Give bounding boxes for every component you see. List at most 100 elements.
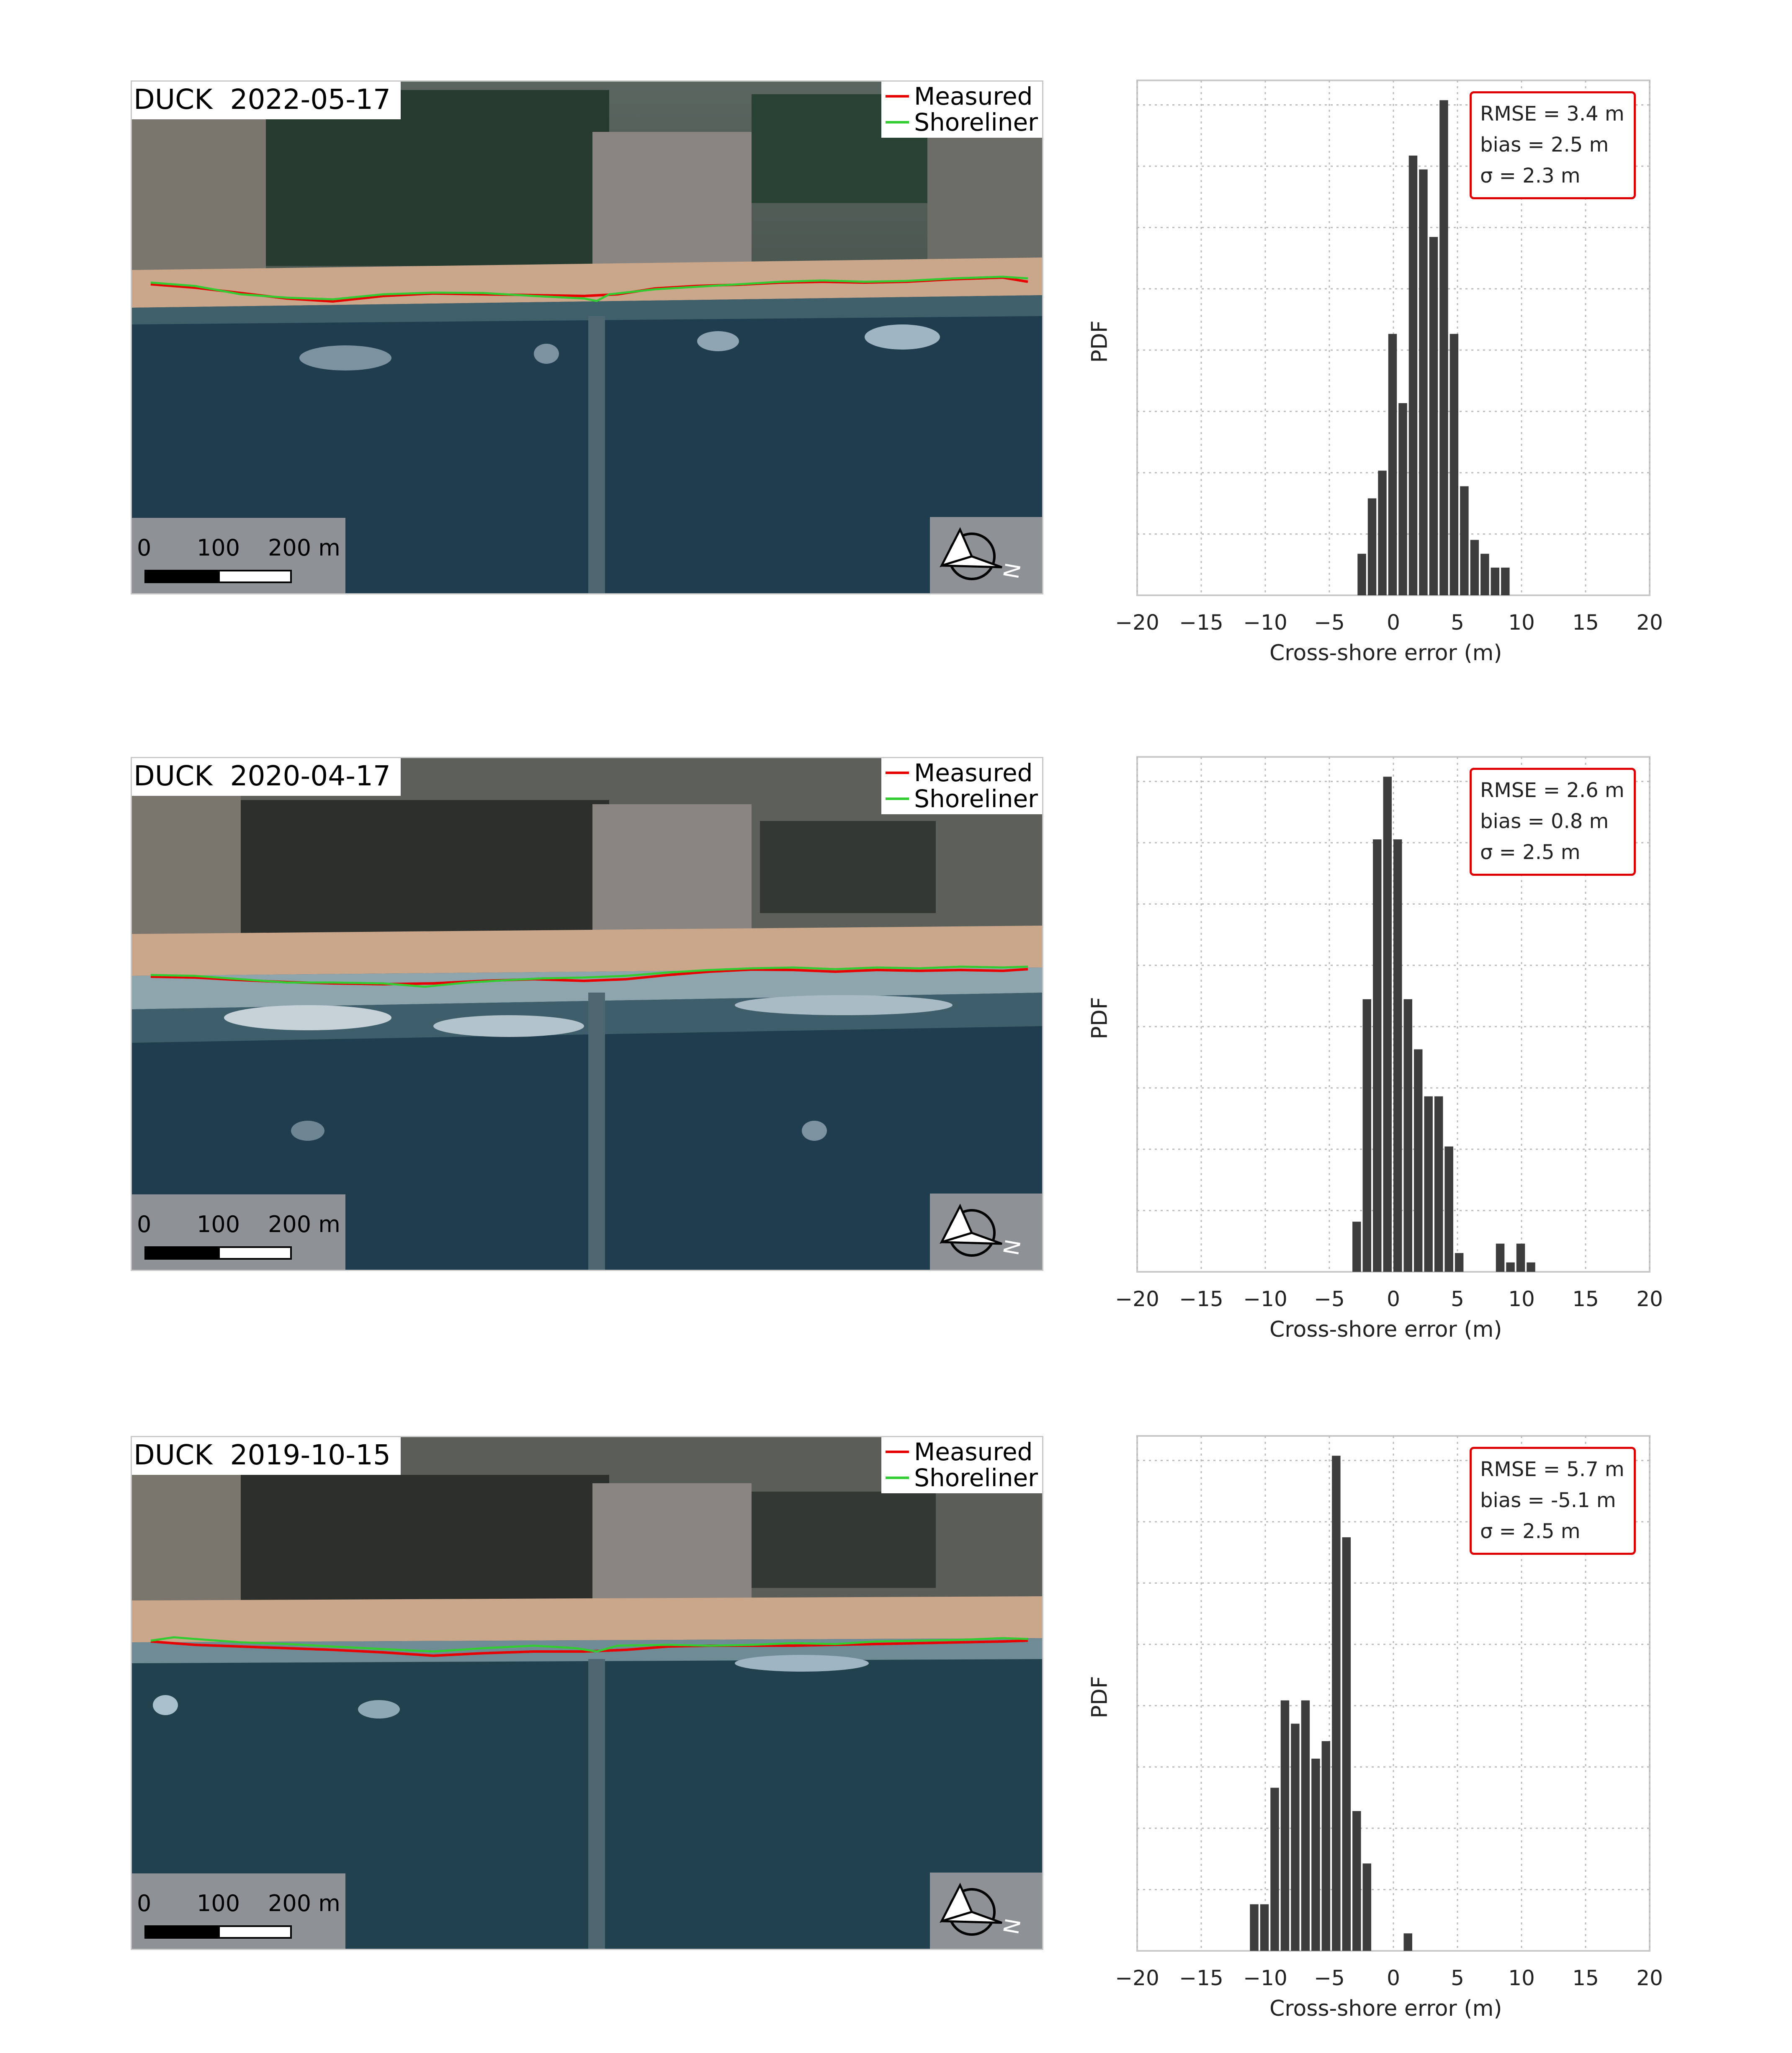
histogram-bar [1429,237,1438,595]
stats-rmse: RMSE = 5.7 m [1480,1458,1625,1481]
x-tick-label: 15 [1572,610,1599,635]
shoreliner-line-3 [150,1636,1028,1653]
scale-tick-0: 0 [137,1890,152,1917]
histogram-bar [1388,334,1397,595]
stats-box-2: RMSE = 2.6 m bias = 0.8 m σ = 2.5 m [1470,768,1636,876]
stats-bias: bias = -5.1 m [1480,1489,1616,1512]
x-tick-label: 0 [1387,610,1400,635]
scale-bar: 0 100 200 m [132,518,345,593]
shoreliner-line-2 [150,965,1028,988]
x-tick-label: 5 [1451,610,1464,635]
stats-bias: bias = 2.5 m [1480,133,1609,157]
histogram-bar [1357,553,1366,595]
map-legend: Measured Shoreliner [881,1437,1042,1493]
histogram-bar [1408,155,1418,595]
x-tick-label: 15 [1572,1287,1599,1311]
histogram-bar [1496,1243,1505,1272]
scale-bar-white [218,1925,292,1939]
histogram-bar [1470,540,1479,595]
stats-sigma: σ = 2.5 m [1480,841,1581,864]
svg-text:N: N [999,1917,1026,1936]
stats-sigma: σ = 2.3 m [1480,164,1581,188]
histogram-bar [1450,334,1459,595]
histogram-bar [1352,1222,1361,1272]
histogram-bar [1501,567,1510,595]
map-title: DUCK 2020-04-17 [132,758,401,796]
x-tick-label: −20 [1115,610,1159,635]
histogram-bar [1439,100,1448,595]
histogram-bar [1434,1096,1443,1272]
measured-swatch [886,772,909,774]
map-panel-1: DUCK 2022-05-17 Measured Shoreliner 0 10… [131,80,1043,594]
histogram-bar [1460,486,1469,595]
histogram-bar [1311,1758,1320,1951]
shoreliner-swatch [886,1477,909,1479]
legend-shoreliner-label: Shoreliner [914,785,1038,813]
histogram-2: −20 −15 −10 −5 0 5 10 15 20 [1115,756,1663,1311]
x-tick-label: 0 [1387,1287,1400,1311]
x-tick-label: 20 [1636,1287,1663,1311]
x-tick-label: −5 [1314,1287,1345,1311]
histogram-bar [1424,1096,1433,1272]
histogram-bar [1491,567,1500,595]
y-axis-label-2: PDF [1087,997,1112,1039]
scale-bar: 0 100 200 m [132,1194,345,1270]
histogram-bar [1321,1741,1331,1951]
map-legend: Measured Shoreliner [881,758,1042,814]
north-arrow-icon: N [930,517,1042,593]
x-tick-label: −10 [1243,1966,1287,1990]
map-panel-2: DUCK 2020-04-17 Measured Shoreliner 0 10… [131,757,1043,1271]
scale-tick-0: 0 [137,535,152,561]
stats-box-1: RMSE = 3.4 m bias = 2.5 m σ = 2.3 m [1470,91,1636,199]
legend-shoreliner-label: Shoreliner [914,108,1038,136]
scale-tick-0: 0 [137,1211,152,1237]
north-arrow-icon: N [930,1873,1042,1949]
histogram-bar [1378,471,1387,595]
histogram-bar [1414,1049,1423,1272]
histogram-bar [1480,553,1489,595]
scale-bar-white [218,1246,292,1260]
histogram-bar [1352,1811,1361,1951]
scale-tick-200: 200 m [268,1890,340,1917]
x-tick-label: −5 [1314,610,1345,635]
scale-tick-100: 100 [197,535,240,561]
histogram-bar [1393,839,1402,1272]
map-panel-3: DUCK 2019-10-15 Measured Shoreliner 0 10… [131,1436,1043,1950]
scale-bar-black [144,570,218,583]
x-tick-label: 20 [1636,1966,1663,1990]
x-axis-label-1: Cross-shore error (m) [1269,641,1502,666]
north-arrow-icon: N [930,1194,1042,1270]
scale-tick-100: 100 [197,1890,240,1917]
histogram-bar [1506,1262,1515,1272]
scale-tick-200: 200 m [268,535,340,561]
histogram-bar [1403,999,1412,1272]
x-tick-label: −10 [1243,1287,1287,1311]
x-tick-label: 10 [1508,1966,1535,1990]
stats-bias: bias = 0.8 m [1480,810,1609,833]
y-axis-label-1: PDF [1087,320,1112,363]
map-title: DUCK 2022-05-17 [132,82,401,119]
stats-sigma: σ = 2.5 m [1480,1520,1581,1543]
x-tick-label: −10 [1243,610,1287,635]
stats-box-3: RMSE = 5.7 m bias = -5.1 m σ = 2.5 m [1470,1447,1636,1555]
histogram-bar [1383,777,1392,1272]
histogram-3: −20 −15 −10 −5 0 5 10 15 20 [1115,1435,1663,1990]
histogram-bar [1301,1700,1310,1951]
map-legend: Measured Shoreliner [881,82,1042,138]
legend-measured-label: Measured [914,759,1033,787]
histogram-bar [1291,1724,1300,1951]
histogram-bar [1373,839,1382,1272]
scale-bar-white [218,570,292,583]
histogram-bar [1362,999,1372,1272]
histogram-bar [1260,1904,1269,1951]
measured-line-3 [150,1639,1028,1657]
y-axis-label-3: PDF [1087,1676,1112,1719]
x-tick-label: −15 [1179,610,1223,635]
svg-text:N: N [999,561,1026,581]
shoreliner-line-1 [150,275,1028,302]
histogram-bar [1367,498,1377,595]
x-tick-label: 10 [1508,1287,1535,1311]
scale-bar-black [144,1925,218,1939]
shoreliner-swatch [886,798,909,800]
measured-swatch [886,95,909,98]
